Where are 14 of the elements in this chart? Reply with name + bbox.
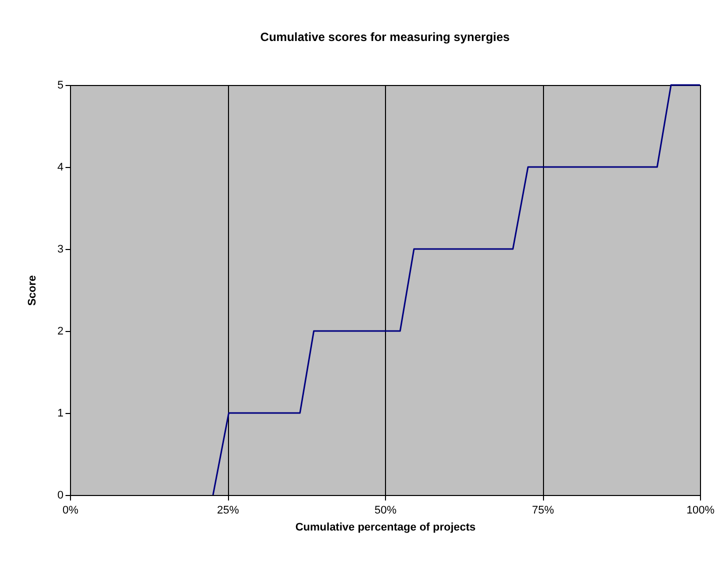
y-tick-label: 0 — [57, 490, 64, 502]
y-tick-label: 1 — [57, 408, 64, 420]
x-tick-label: 0% — [62, 504, 79, 516]
x-tick-label: 75% — [532, 504, 554, 516]
x-axis-title: Cumulative percentage of projects — [295, 522, 476, 534]
y-tick-label: 3 — [57, 244, 64, 256]
x-tick-label: 100% — [686, 504, 715, 516]
y-tick-label: 4 — [57, 162, 64, 174]
x-tick-label: 25% — [216, 504, 240, 516]
y-tick-label: 2 — [57, 326, 64, 338]
x-tick-label: 50% — [374, 504, 397, 516]
y-tick-label: 5 — [57, 80, 64, 92]
y-axis-title: Score — [26, 275, 38, 306]
chart-title: Cumulative scores for measuring synergies — [260, 30, 510, 44]
